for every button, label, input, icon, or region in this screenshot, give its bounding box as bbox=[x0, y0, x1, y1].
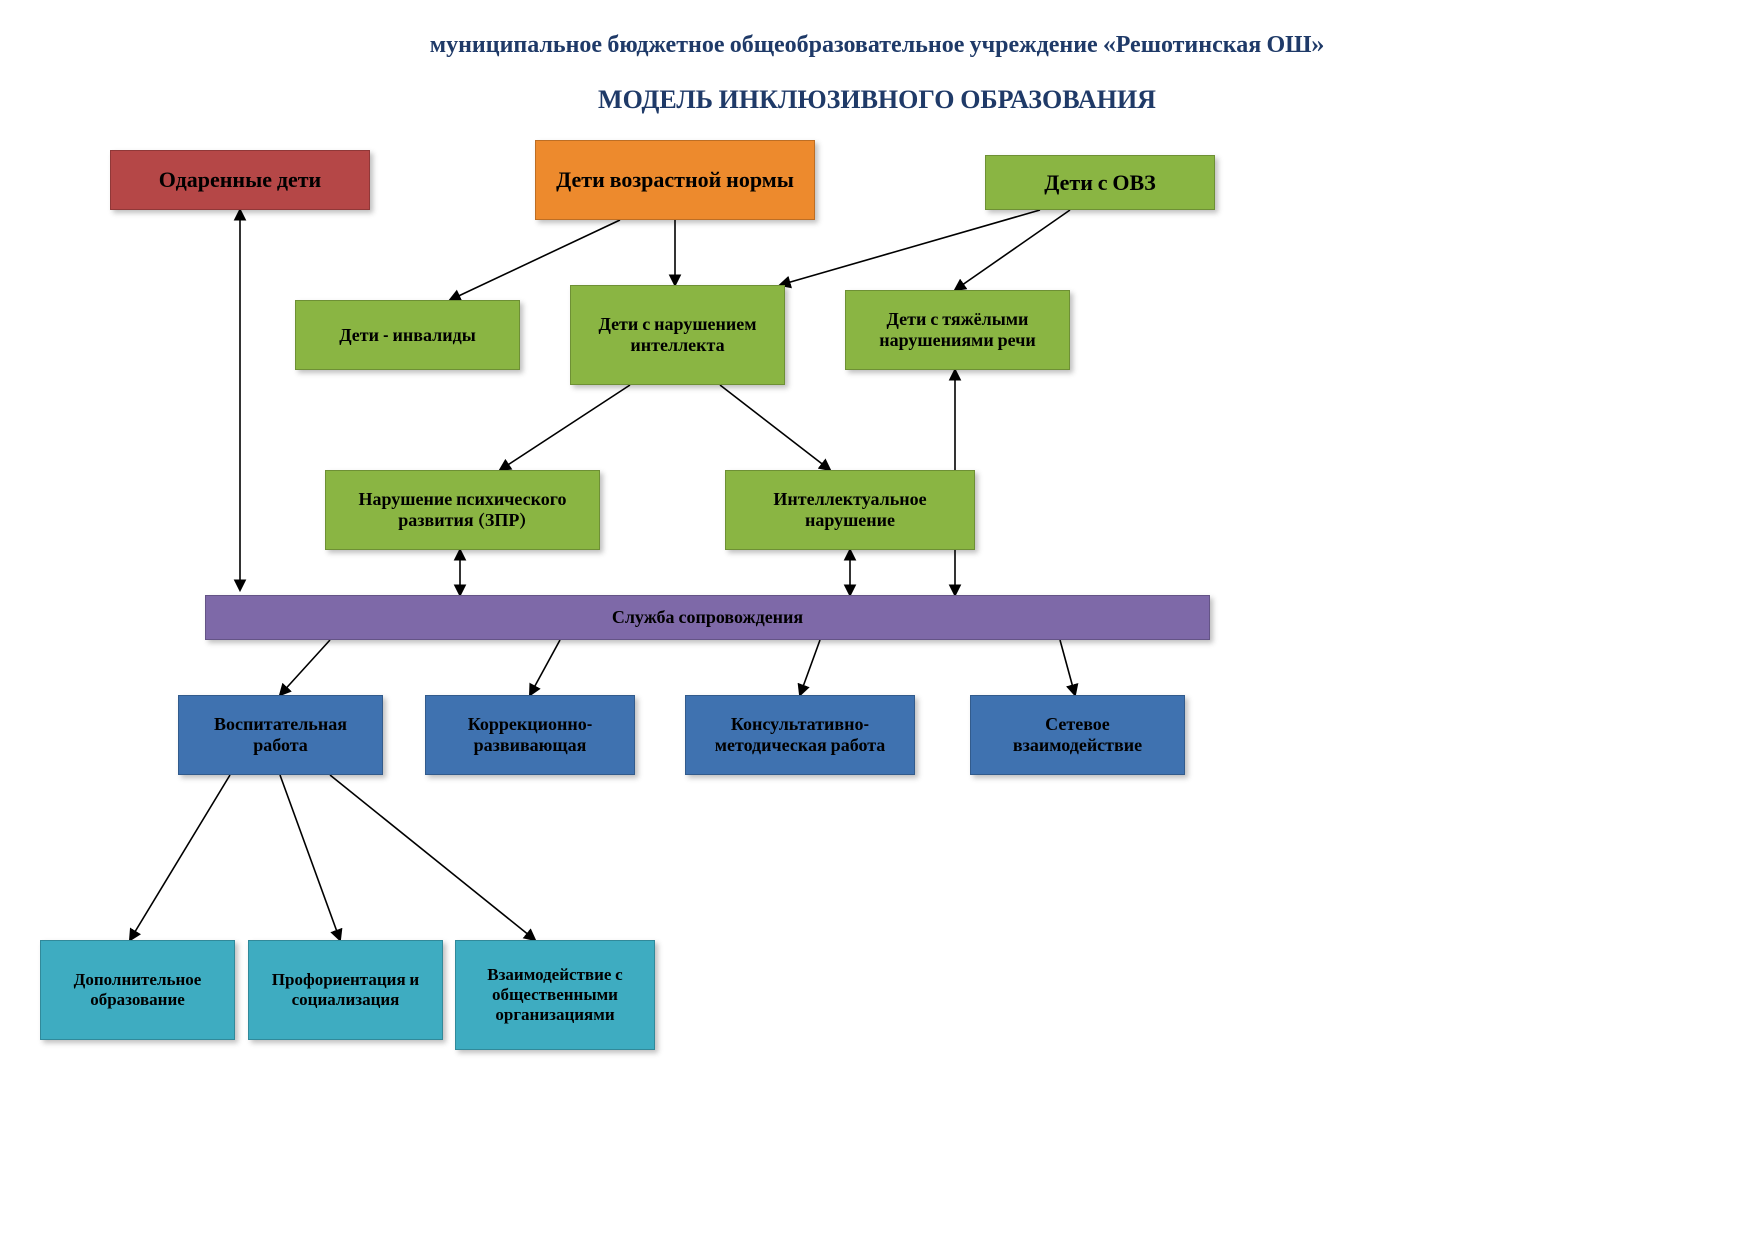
edge bbox=[530, 640, 560, 695]
node-speech: Дети с тяжёлыми нарушениями речи bbox=[845, 290, 1070, 370]
heading-line-1: муниципальное бюджетное общеобразователь… bbox=[0, 30, 1754, 59]
node-korr: Коррекционно-развивающая bbox=[425, 695, 635, 775]
node-age_norm: Дети возрастной нормы bbox=[535, 140, 815, 220]
node-zpr: Нарушение психического развития (ЗПР) bbox=[325, 470, 600, 550]
node-gifted: Одаренные дети bbox=[110, 150, 370, 210]
node-intellect: Дети с нарушением интеллекта bbox=[570, 285, 785, 385]
heading-line-2: МОДЕЛЬ ИНКЛЮЗИВНОГО ОБРАЗОВАНИЯ bbox=[0, 85, 1754, 115]
edge bbox=[800, 640, 820, 695]
node-prof: Профориентация и социализация bbox=[248, 940, 443, 1040]
edge bbox=[955, 210, 1070, 290]
diagram-canvas: муниципальное бюджетное общеобразователь… bbox=[0, 0, 1754, 1240]
node-konsult: Консультативно-методическая работа bbox=[685, 695, 915, 775]
edge bbox=[500, 385, 630, 470]
node-network: Сетевое взаимодействие bbox=[970, 695, 1185, 775]
edge bbox=[780, 210, 1040, 285]
edge bbox=[130, 775, 230, 940]
edge bbox=[1060, 640, 1075, 695]
node-dop: Дополнительное образование bbox=[40, 940, 235, 1040]
edge bbox=[280, 640, 330, 695]
node-ngo: Взаимодействие с общественными организац… bbox=[455, 940, 655, 1050]
edge bbox=[280, 775, 340, 940]
edge bbox=[330, 775, 535, 940]
edge bbox=[720, 385, 830, 470]
node-intel2: Интеллектуальное нарушение bbox=[725, 470, 975, 550]
node-vosp: Воспитательная работа bbox=[178, 695, 383, 775]
node-ovz: Дети с ОВЗ bbox=[985, 155, 1215, 210]
node-invalids: Дети - инвалиды bbox=[295, 300, 520, 370]
node-service: Служба сопровождения bbox=[205, 595, 1210, 640]
